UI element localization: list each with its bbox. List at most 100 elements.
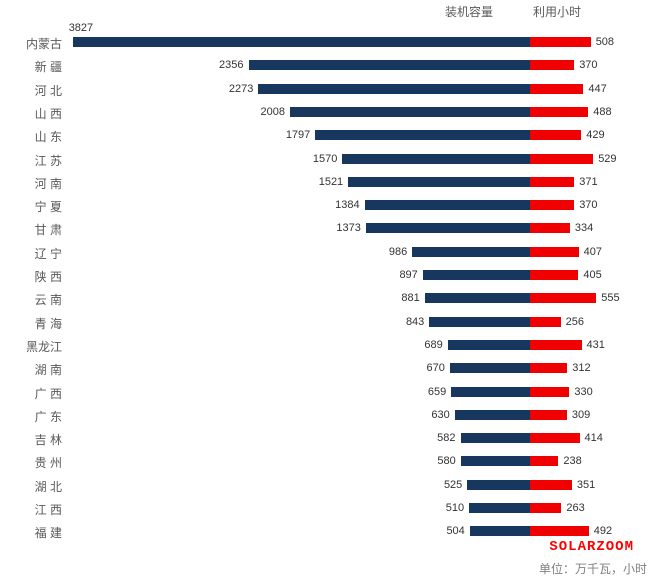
hours-value-label: 370 <box>579 59 598 71</box>
capacity-bar <box>348 177 530 187</box>
hours-bar <box>530 456 559 466</box>
capacity-value-label: 2008 <box>260 106 285 118</box>
hours-bar <box>530 503 562 513</box>
hours-value-label: 371 <box>579 176 598 188</box>
hours-value-label: 238 <box>563 455 582 467</box>
hours-bar <box>530 200 575 210</box>
capacity-bar <box>315 130 530 140</box>
capacity-value-label: 1373 <box>336 222 361 234</box>
hours-value-label: 334 <box>574 222 594 234</box>
hours-bar <box>530 480 572 490</box>
capacity-bar <box>447 340 530 350</box>
capacity-bar <box>449 363 530 373</box>
hours-bar <box>530 387 570 397</box>
hours-bar <box>530 247 579 257</box>
capacity-value-label: 897 <box>399 269 418 281</box>
hours-bar <box>530 293 597 303</box>
capacity-bar <box>342 154 530 164</box>
capacity-bar <box>469 503 530 513</box>
capacity-bar <box>460 456 530 466</box>
category-label: 福 建 <box>34 526 62 540</box>
capacity-value-label: 504 <box>446 525 465 537</box>
hours-bar <box>530 317 561 327</box>
hours-bar <box>530 107 589 117</box>
capacity-value-label: 582 <box>437 432 456 444</box>
category-label: 青 海 <box>34 317 62 331</box>
hours-value-label: 492 <box>593 525 613 537</box>
capacity-value-label: 881 <box>401 292 420 304</box>
category-label: 宁 夏 <box>34 200 62 214</box>
category-label: 甘 肃 <box>34 223 62 237</box>
hours-bar <box>530 154 594 164</box>
legend-capacity-label: 装机容量 <box>445 5 494 19</box>
capacity-value-label: 1797 <box>285 129 311 141</box>
hours-value-label: 508 <box>595 36 615 48</box>
category-label: 湖 北 <box>34 480 62 494</box>
category-label: 山 东 <box>34 130 62 144</box>
hours-value-label: 330 <box>574 386 593 398</box>
capacity-bar <box>248 60 530 70</box>
hours-value-label: 256 <box>565 316 584 328</box>
capacity-value-label: 2273 <box>228 83 254 95</box>
capacity-value-label: 580 <box>437 455 456 467</box>
hours-value-label: 312 <box>572 362 591 374</box>
capacity-bar <box>365 223 530 233</box>
hours-value-label: 405 <box>583 269 602 281</box>
category-label: 辽 宁 <box>34 247 62 261</box>
capacity-value-label: 510 <box>445 502 465 514</box>
capacity-bar <box>429 317 530 327</box>
category-label: 贵 州 <box>34 456 62 470</box>
capacity-bar <box>72 37 530 47</box>
category-label: 陕 西 <box>34 270 62 284</box>
legend-hours-label: 利用小时 <box>533 5 582 19</box>
capacity-bar <box>454 410 530 420</box>
capacity-value-label: 2356 <box>219 59 244 71</box>
hours-bar <box>530 270 579 280</box>
hours-value-label: 414 <box>584 432 603 444</box>
category-label: 新 疆 <box>34 60 62 74</box>
hours-bar <box>530 177 575 187</box>
hours-bar <box>530 37 591 47</box>
hours-bar <box>530 526 589 536</box>
hours-value-label: 407 <box>583 246 602 258</box>
capacity-value-label: 3827 <box>68 22 94 34</box>
hours-value-label: 529 <box>598 153 617 165</box>
hours-value-label: 431 <box>586 339 605 351</box>
capacity-value-label: 659 <box>427 386 447 398</box>
capacity-bar <box>412 247 530 257</box>
capacity-value-label: 986 <box>388 246 408 258</box>
capacity-bar <box>469 526 530 536</box>
category-label: 内蒙古 <box>25 37 62 51</box>
hours-value-label: 263 <box>566 502 585 514</box>
hours-bar <box>530 363 568 373</box>
hours-value-label: 447 <box>588 83 607 95</box>
capacity-bar <box>451 387 530 397</box>
capacity-value-label: 1384 <box>335 199 360 211</box>
capacity-bar <box>424 293 530 303</box>
hours-value-label: 555 <box>601 292 620 304</box>
capacity-value-label: 689 <box>424 339 443 351</box>
watermark-solarzoom: SOLARZOOM <box>549 539 634 555</box>
hours-value-label: 351 <box>576 479 596 491</box>
category-label: 山 西 <box>34 107 62 121</box>
category-label: 河 南 <box>34 177 62 191</box>
capacity-value-label: 1521 <box>318 176 344 188</box>
hours-bar <box>530 340 582 350</box>
category-label: 广 西 <box>34 387 62 401</box>
category-label: 河 北 <box>34 84 62 98</box>
hours-value-label: 429 <box>586 129 605 141</box>
capacity-value-label: 670 <box>426 362 445 374</box>
capacity-bar <box>364 200 530 210</box>
capacity-value-label: 843 <box>405 316 425 328</box>
hours-bar <box>530 223 570 233</box>
hours-bar <box>530 130 582 140</box>
capacity-bar <box>290 107 530 117</box>
hours-value-label: 309 <box>571 409 591 421</box>
category-label: 云 南 <box>34 293 62 307</box>
hours-bar <box>530 60 575 70</box>
hours-value-label: 488 <box>593 106 612 118</box>
capacity-bar <box>422 270 530 280</box>
unit-note: 单位：万千瓦，小时 <box>538 562 647 576</box>
capacity-bar <box>258 84 530 94</box>
